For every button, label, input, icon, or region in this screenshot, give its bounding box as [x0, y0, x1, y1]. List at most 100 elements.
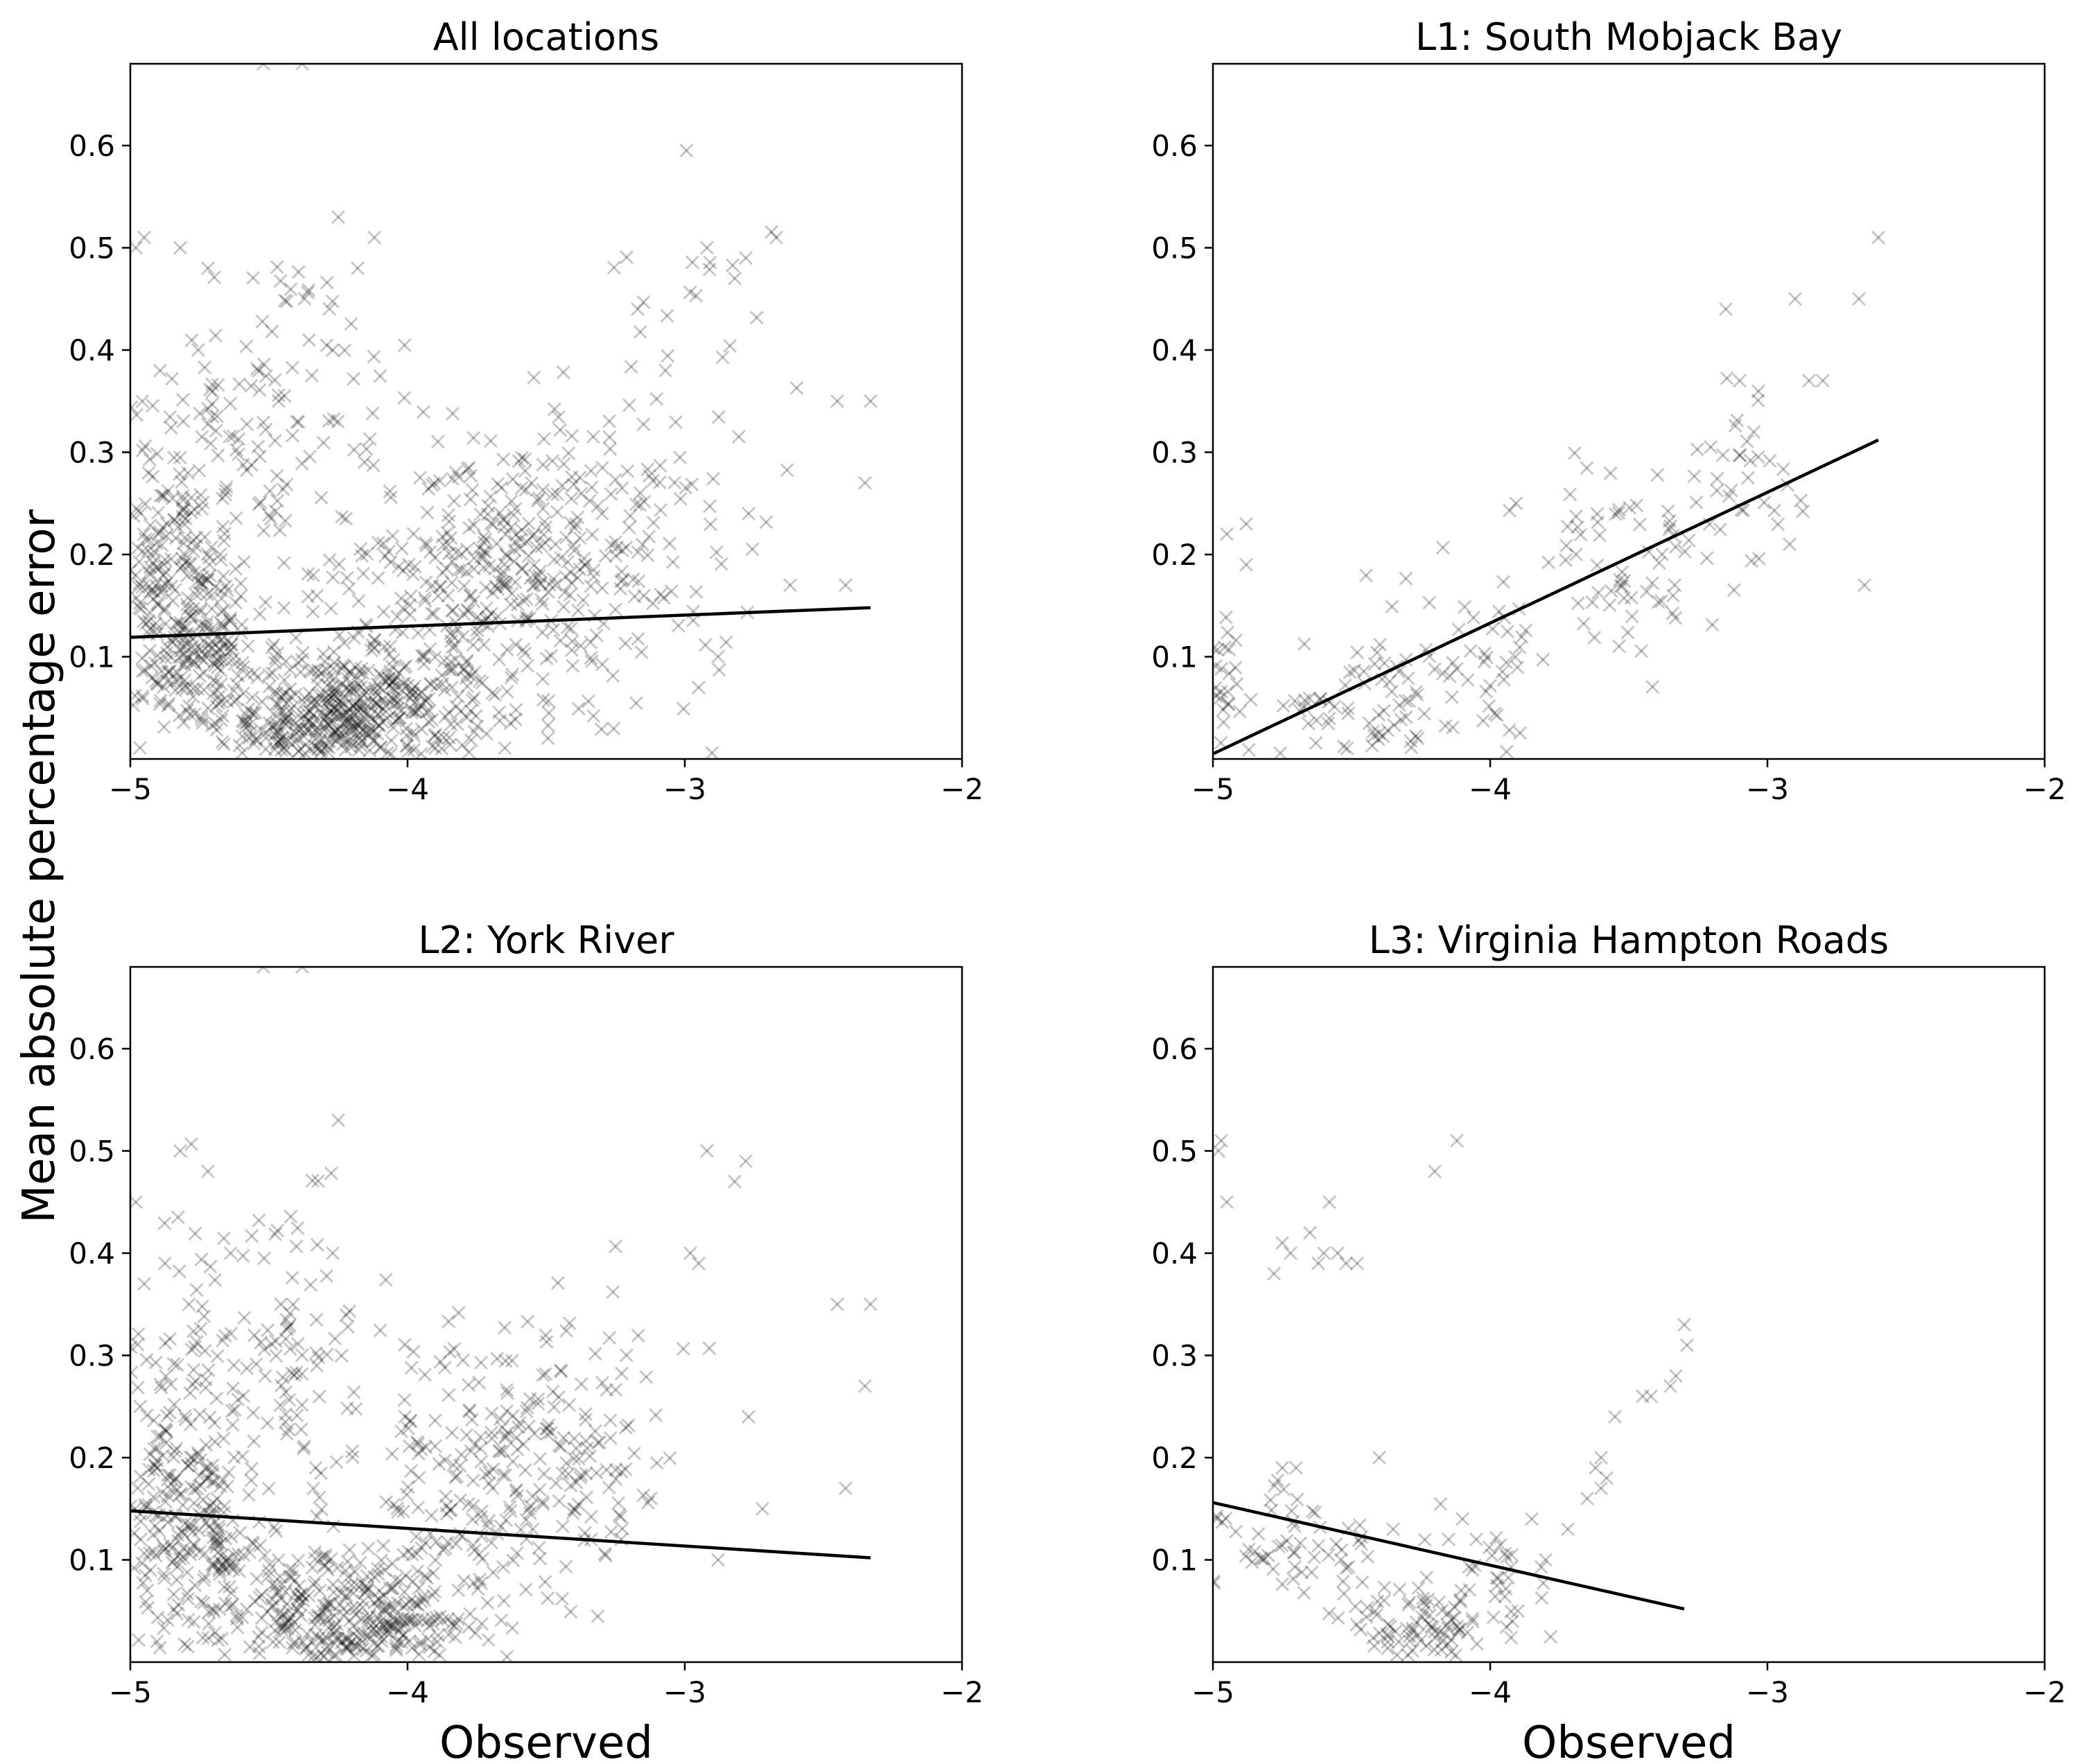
scatter-point — [1215, 1514, 1230, 1530]
scatter-point — [135, 394, 150, 409]
scatter-point — [299, 722, 314, 736]
scatter-point — [403, 598, 417, 613]
scatter-point — [367, 714, 382, 729]
subplot-2: L1: South Mobjack Bay −5 −4 −3 −2 0.1 0.2 0.3 0.… — [1151, 15, 2066, 806]
scatter-point — [202, 1616, 216, 1631]
scatter-point — [161, 665, 176, 680]
scatter-point — [450, 717, 464, 731]
scatter-point — [613, 582, 628, 596]
scatter-point — [226, 1381, 241, 1396]
scatter-point — [336, 658, 351, 672]
scatter-point — [372, 699, 387, 713]
scatter-point — [297, 746, 313, 759]
scatter-point — [830, 1297, 845, 1311]
scatter-point — [449, 1469, 464, 1483]
scatter-point — [383, 746, 399, 759]
scatter-point — [1405, 1643, 1419, 1658]
scatter-point — [755, 1501, 770, 1516]
scatter-point — [494, 1613, 509, 1627]
scatter-point — [165, 676, 180, 690]
scatter-point — [150, 627, 164, 641]
scatter-point — [361, 715, 376, 729]
scatter-point — [186, 681, 201, 696]
scatter-point — [378, 704, 393, 719]
scatter-point — [427, 728, 442, 743]
scatter-point — [1410, 1628, 1425, 1643]
scatter-point — [474, 1454, 489, 1469]
scatter-point — [569, 1441, 584, 1456]
scatter-point — [177, 646, 192, 661]
scatter-point — [328, 689, 342, 704]
scatter-point — [204, 397, 220, 412]
scatter-point — [780, 463, 794, 478]
scatter-point — [169, 673, 184, 688]
scatter-point — [344, 721, 359, 735]
scatter-point — [1304, 1565, 1319, 1580]
scatter-point — [1228, 1524, 1243, 1539]
scatter-point — [479, 601, 493, 615]
scatter-point — [274, 732, 288, 746]
scatter-point — [319, 721, 333, 735]
scatter-point — [414, 685, 429, 699]
scatter-point — [195, 575, 209, 590]
scatter-point — [1460, 672, 1475, 688]
regression-line — [130, 606, 871, 639]
scatter-point — [346, 683, 360, 697]
scatter-point — [495, 568, 509, 582]
scatter-point — [135, 664, 150, 679]
scatter-point — [1381, 1641, 1395, 1655]
scatter-point — [481, 498, 496, 513]
scatter-point — [257, 1251, 272, 1266]
scatter-point — [333, 710, 348, 724]
scatter-point — [1404, 740, 1419, 755]
scatter-point — [491, 705, 507, 719]
scatter-point — [710, 1553, 726, 1567]
scatter-point — [354, 697, 369, 711]
scatter-point — [159, 646, 174, 661]
scatter-point — [216, 534, 231, 548]
scatter-point — [455, 629, 470, 644]
scatter-point — [1489, 1571, 1504, 1585]
scatter-point — [1365, 738, 1379, 753]
scatter-point — [627, 589, 642, 604]
scatter-point — [830, 394, 845, 408]
y-tick-label: 0.2 — [69, 538, 115, 572]
y-tick-label: 0.4 — [1151, 333, 1198, 367]
scatter-point — [338, 343, 352, 358]
scatter-point — [240, 667, 254, 682]
scatter-point — [136, 691, 150, 706]
scatter-point — [176, 715, 191, 730]
scatter-point — [462, 745, 476, 759]
scatter-point — [1297, 1585, 1311, 1600]
scatter-point — [200, 587, 214, 602]
scatter-point — [204, 634, 219, 649]
scatter-point — [324, 1166, 338, 1180]
scatter-point — [161, 664, 175, 679]
scatter-point — [463, 492, 478, 507]
scatter-point — [1311, 1538, 1326, 1553]
scatter-point — [208, 579, 222, 594]
scatter-point — [563, 1605, 578, 1619]
scatter-point — [397, 676, 412, 691]
scatter-point — [275, 735, 290, 750]
scatter-point — [130, 1195, 143, 1210]
scatter-point — [428, 1553, 443, 1567]
plot-frame — [129, 62, 963, 760]
scatter-point — [289, 726, 304, 740]
scatter-point — [329, 693, 343, 708]
scatter-point — [334, 696, 349, 710]
scatter-point — [563, 588, 577, 602]
scatter-point — [235, 729, 250, 744]
scatter-point — [445, 1426, 460, 1440]
scatter-point — [149, 674, 164, 688]
scatter-point — [195, 430, 209, 444]
scatter-point — [347, 442, 361, 457]
scatter-point — [189, 1283, 204, 1298]
scatter-point — [335, 730, 350, 744]
scatter-point — [426, 606, 442, 621]
scatter-point — [381, 671, 396, 686]
scatter-point — [295, 645, 310, 660]
scatter-point — [480, 1596, 495, 1610]
scatter-point — [149, 560, 164, 575]
y-tick-label: 0.2 — [1151, 538, 1198, 572]
